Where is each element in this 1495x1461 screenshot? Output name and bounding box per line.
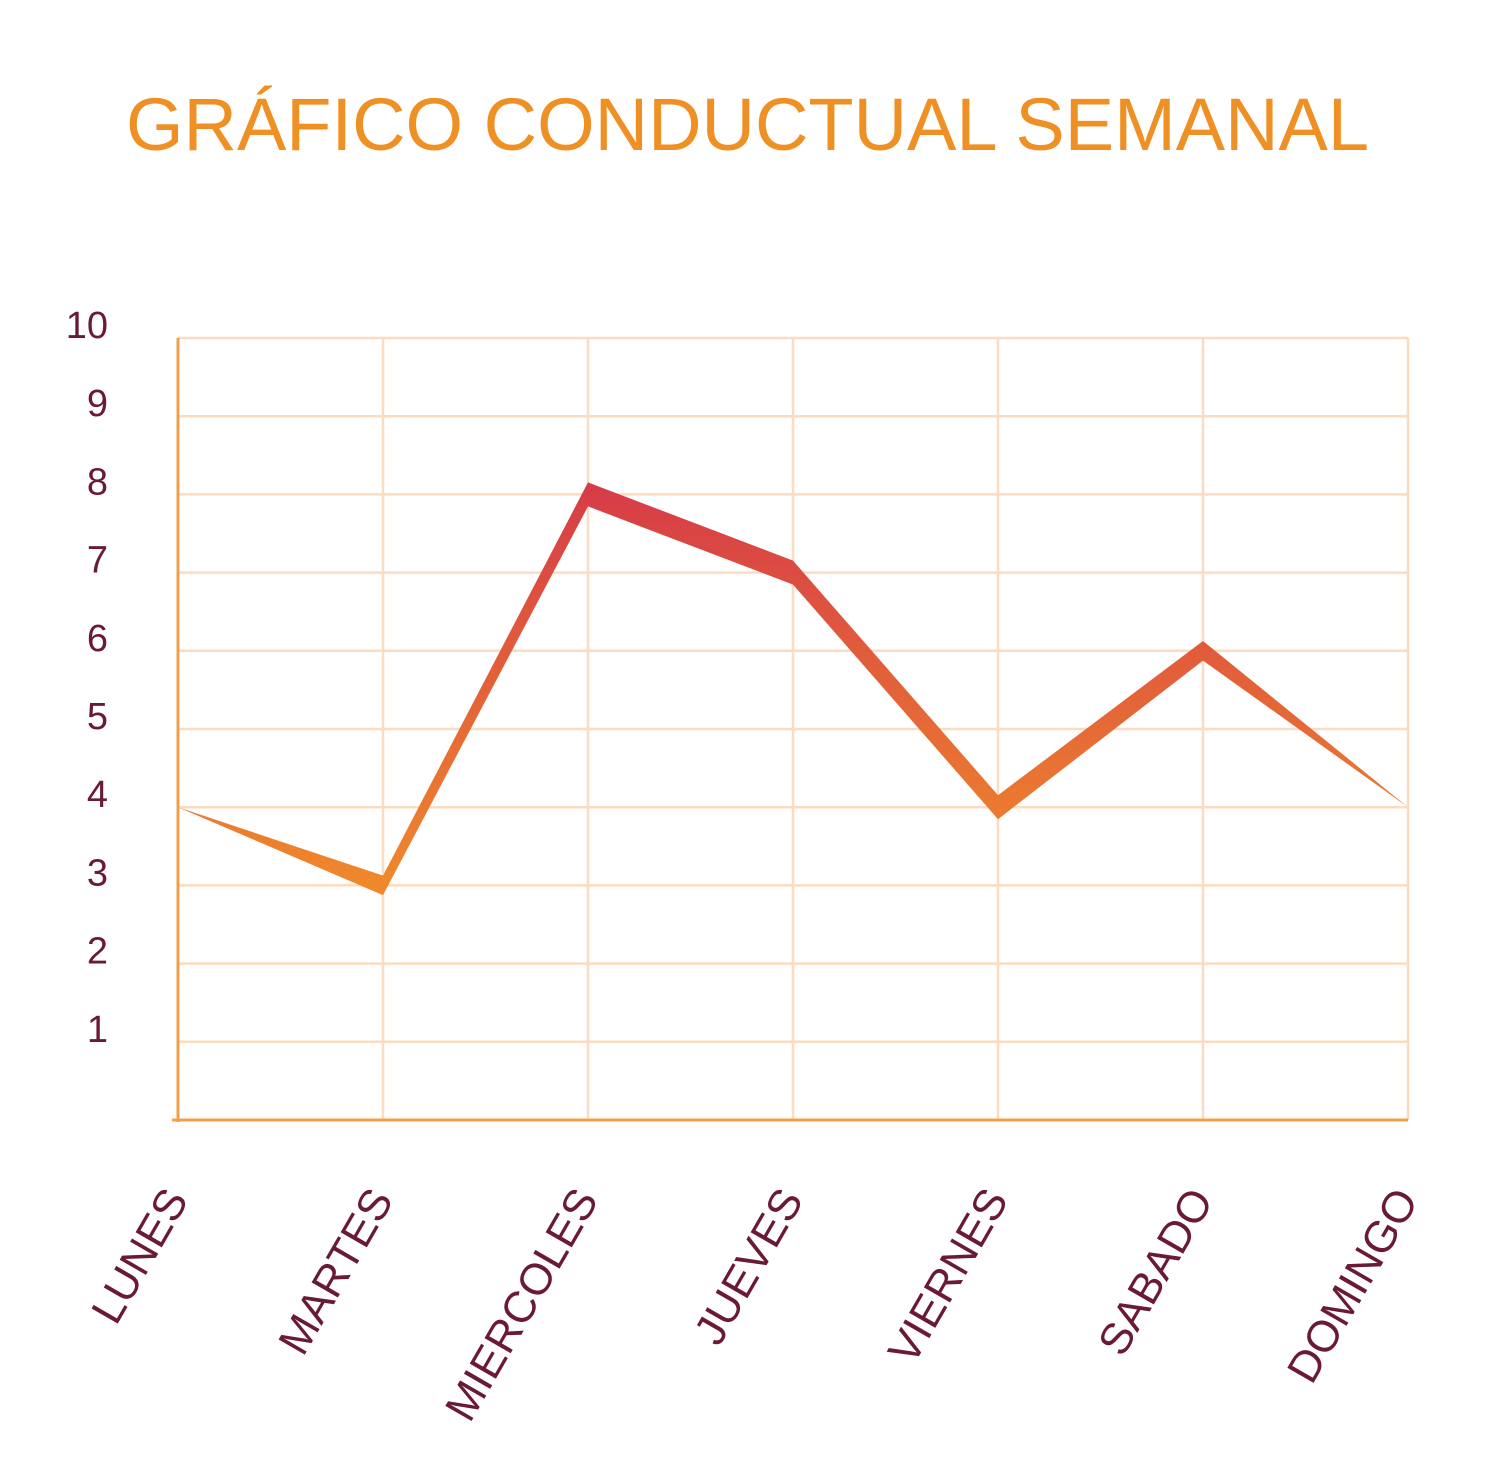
axes bbox=[172, 338, 1408, 1122]
y-tick-label: 3 bbox=[87, 852, 108, 894]
grid bbox=[178, 336, 1410, 1120]
series bbox=[178, 482, 1408, 896]
y-tick-label: 1 bbox=[87, 1009, 108, 1051]
y-tick-label: 2 bbox=[87, 931, 108, 973]
x-tick-label: MARTES bbox=[269, 1180, 403, 1363]
y-tick-label: 4 bbox=[87, 774, 108, 816]
series-line bbox=[178, 482, 1408, 896]
y-tick-label: 7 bbox=[87, 540, 108, 582]
x-tick-label: SABADO bbox=[1089, 1180, 1223, 1363]
x-axis-ticks: LUNES MARTES MIERCOLES JUEVES VIERNES SABADO D… bbox=[82, 1180, 1428, 1429]
y-tick-label: 5 bbox=[87, 696, 108, 738]
y-tick-label: 8 bbox=[87, 461, 108, 503]
x-tick-label: VIERNES bbox=[879, 1180, 1018, 1372]
x-tick-label: JUEVES bbox=[685, 1180, 813, 1353]
x-tick-label: MIERCOLES bbox=[436, 1180, 608, 1429]
x-tick-label: DOMINGO bbox=[1278, 1180, 1428, 1391]
x-tick-label: LUNES bbox=[82, 1180, 198, 1332]
y-tick-label: 10 bbox=[66, 305, 108, 347]
chart-title: GRÁFICO CONDUCTUAL SEMANAL bbox=[125, 83, 1370, 166]
y-tick-label: 6 bbox=[87, 618, 108, 660]
y-axis-ticks: 1 2 3 4 5 6 7 8 9 10 bbox=[66, 305, 108, 1051]
y-tick-label: 9 bbox=[87, 383, 108, 425]
